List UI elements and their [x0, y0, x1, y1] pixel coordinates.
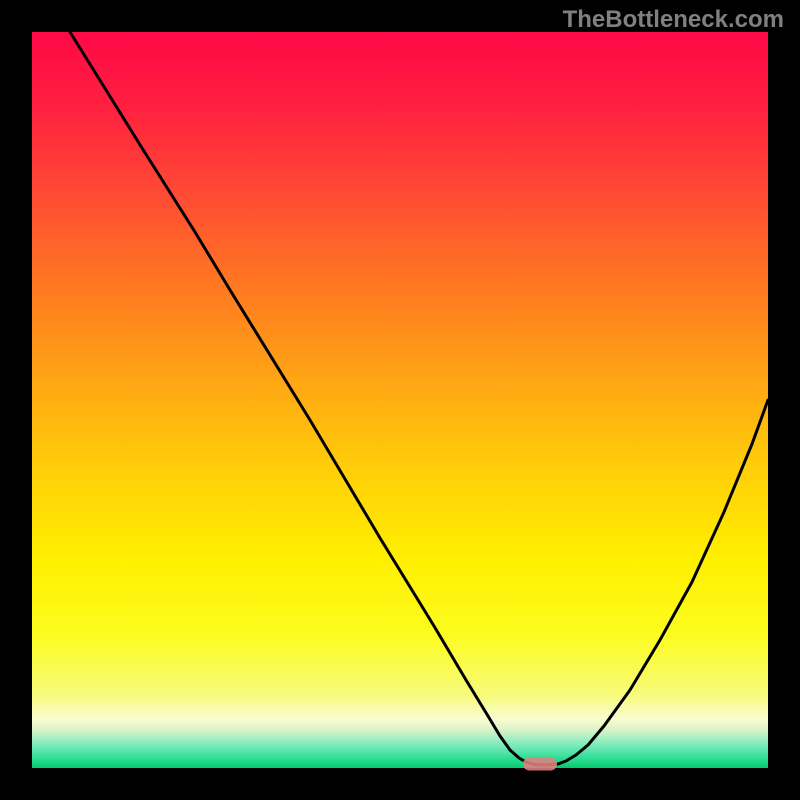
chart-svg: [0, 0, 800, 800]
plot-background: [32, 32, 768, 768]
optimal-marker: [523, 758, 557, 771]
watermark-text: TheBottleneck.com: [563, 6, 784, 34]
